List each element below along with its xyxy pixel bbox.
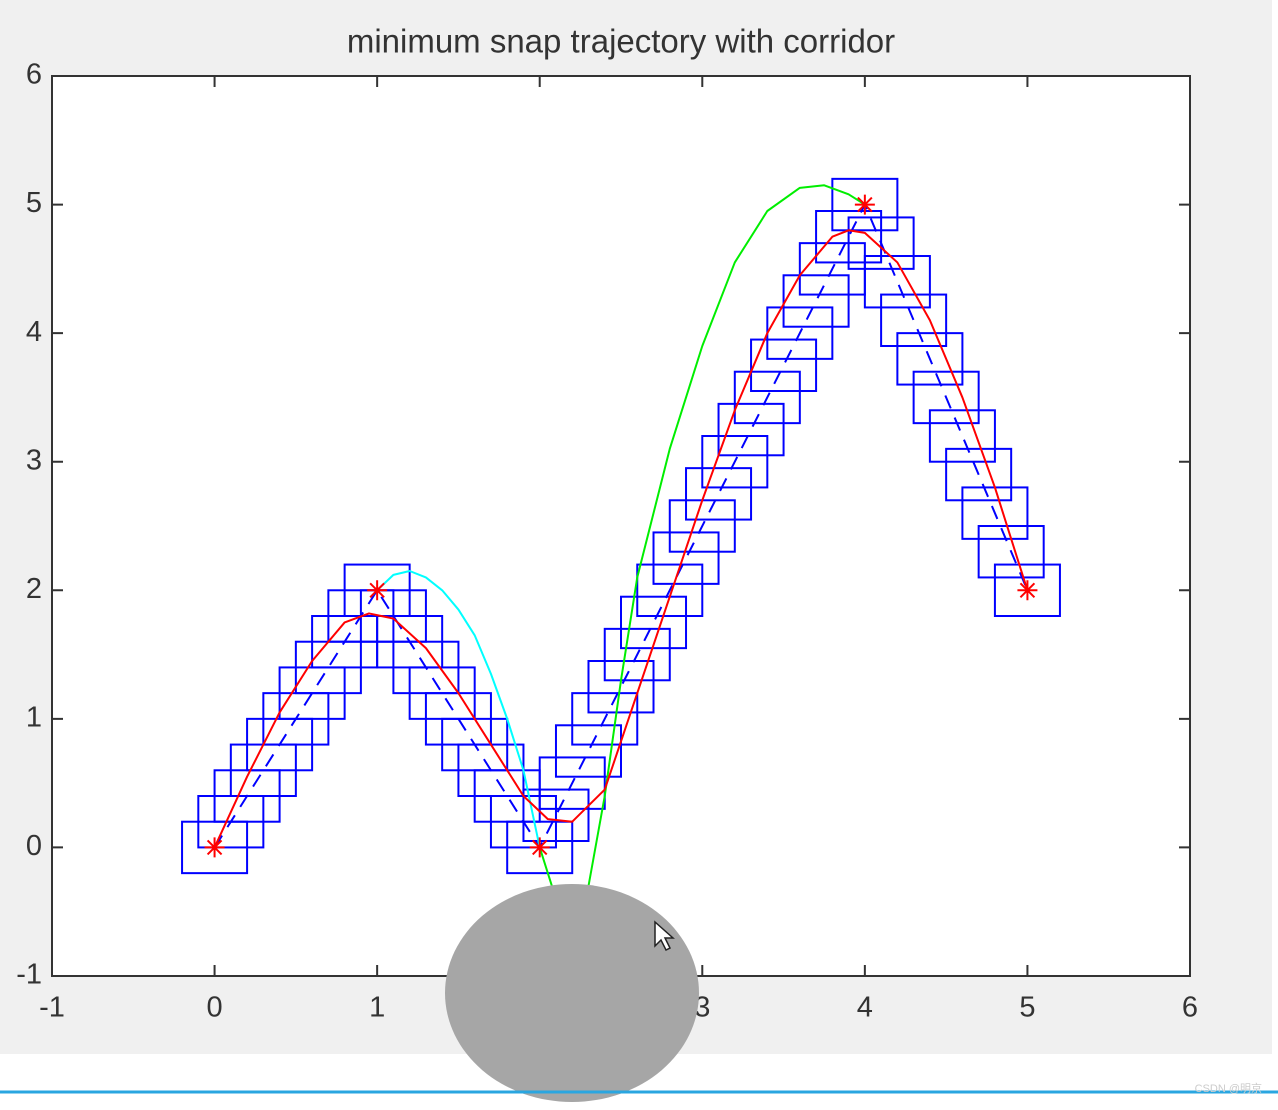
corridor-box: [522, 788, 590, 842]
plot-area: [181, 177, 1061, 920]
x-tick-label: 6: [1182, 992, 1198, 1024]
corridor-box: [506, 820, 574, 875]
waypoint-marker: [367, 580, 388, 601]
corridor-box: [571, 692, 639, 746]
corridor-box: [880, 293, 948, 348]
corridor-box: [620, 595, 688, 650]
waypoint-marker: [1017, 580, 1038, 601]
corridor-box: [928, 409, 996, 463]
waypoint-marker: [204, 837, 225, 858]
corridor-box: [831, 177, 899, 232]
corridor-box: [733, 370, 801, 425]
corridor-box: [701, 435, 769, 489]
corridor-box: [945, 447, 1013, 502]
y-tick-label: 4: [26, 316, 42, 348]
trajectory-line: [213, 229, 1029, 848]
corridor-box: [554, 724, 623, 778]
x-tick-label: 4: [857, 992, 873, 1024]
corridor-box: [587, 660, 655, 714]
corridor-box: [603, 627, 671, 682]
x-tick-label: 1: [369, 992, 385, 1024]
corridor-box: [977, 525, 1045, 579]
corridor-box: [652, 531, 720, 585]
y-tick-label: 2: [26, 573, 42, 605]
corridor-box: [685, 467, 753, 521]
x-tick-label: -1: [39, 992, 65, 1024]
y-tick-label: 3: [26, 444, 42, 476]
corridor-box: [717, 402, 785, 457]
chart-title: minimum snap trajectory with corridor: [347, 23, 895, 60]
x-tick-label: 0: [207, 992, 223, 1024]
waypoint-marker: [854, 194, 875, 215]
y-tick-label: -1: [16, 959, 42, 991]
corridor-box: [912, 370, 980, 425]
watermark: CSDN @明京: [1195, 1081, 1262, 1095]
pointer-highlight: [445, 884, 699, 1102]
corridor-box: [847, 216, 915, 270]
corridor-box: [993, 563, 1061, 617]
corridor-box: [750, 338, 818, 393]
corridor-box: [863, 255, 931, 309]
y-tick-label: 5: [26, 187, 42, 219]
y-tick-label: 0: [26, 830, 42, 862]
corridor-box: [782, 274, 850, 328]
corridor-box: [896, 332, 964, 386]
y-tick-label: 6: [26, 59, 42, 91]
x-tick-label: 5: [1019, 992, 1035, 1024]
trajectory-line: [376, 570, 541, 848]
cursor: [654, 920, 675, 952]
waypoint-marker: [529, 837, 550, 858]
corridor-box: [636, 563, 704, 617]
y-tick-label: 1: [26, 702, 42, 734]
corridor-box: [538, 756, 606, 810]
